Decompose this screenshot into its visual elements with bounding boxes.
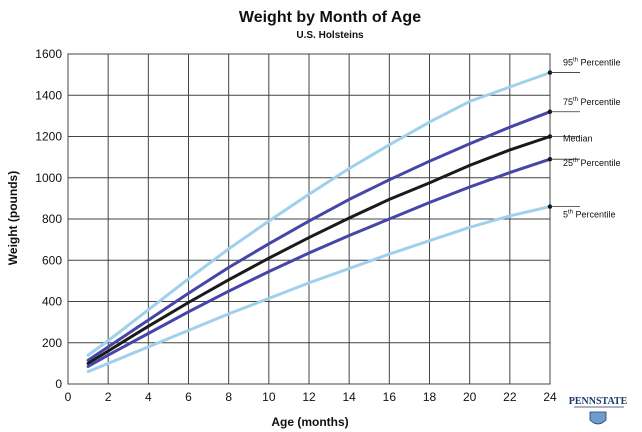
x-tick-label: 18 [423,390,437,404]
chart-subtitle: U.S. Holsteins [296,30,364,41]
legend-entry: 75th Percentile [563,97,621,107]
x-tick-label: 6 [185,390,192,404]
y-tick-label: 1000 [35,171,62,185]
y-tick-label: 200 [42,336,62,350]
series-line-4 [86,205,552,374]
logo-text: PENNSTATE [569,396,628,407]
legend: 95th Percentile 75th Percentile Median 25th… [547,58,621,220]
x-tick-label: 2 [105,390,112,404]
x-tick-label: 0 [65,390,72,404]
series-line-2 [86,135,552,365]
series-lines [86,71,552,374]
x-tick-label: 20 [463,390,477,404]
chart-title: Weight by Month of Age [239,9,421,26]
pennstate-logo: PENNSTATE [569,396,628,425]
y-tick-label: 0 [55,377,62,391]
y-tick-label: 1400 [35,88,62,102]
legend-entry: Median [563,134,593,144]
x-axis-label: Age (months) [271,415,348,429]
x-tick-label: 12 [302,390,316,404]
y-tick-label: 600 [42,253,62,267]
axes: 0 2 4 6 8 10 12 14 16 18 20 22 240200400600800100012… [35,47,557,404]
legend-entry: 95th Percentile [563,58,621,68]
y-tick-label: 1200 [35,130,62,144]
shield-icon [589,411,607,425]
legend-entry: 25th Percentile [563,158,621,168]
x-tick-label: 24 [543,390,557,404]
grid [67,53,551,385]
series-line-3 [86,157,552,368]
x-tick-label: 14 [342,390,356,404]
x-tick-label: 8 [225,390,232,404]
y-tick-label: 800 [42,212,62,226]
series-line-1 [86,110,552,362]
y-axis-label: Weight (pounds) [6,171,20,265]
x-tick-label: 4 [145,390,152,404]
x-tick-label: 10 [262,390,276,404]
y-tick-label: 400 [42,295,62,309]
y-tick-label: 1600 [35,47,62,61]
x-tick-label: 16 [383,390,397,404]
series-line-0 [86,71,552,357]
legend-entry: 5th Percentile [563,210,616,220]
x-tick-label: 22 [503,390,517,404]
